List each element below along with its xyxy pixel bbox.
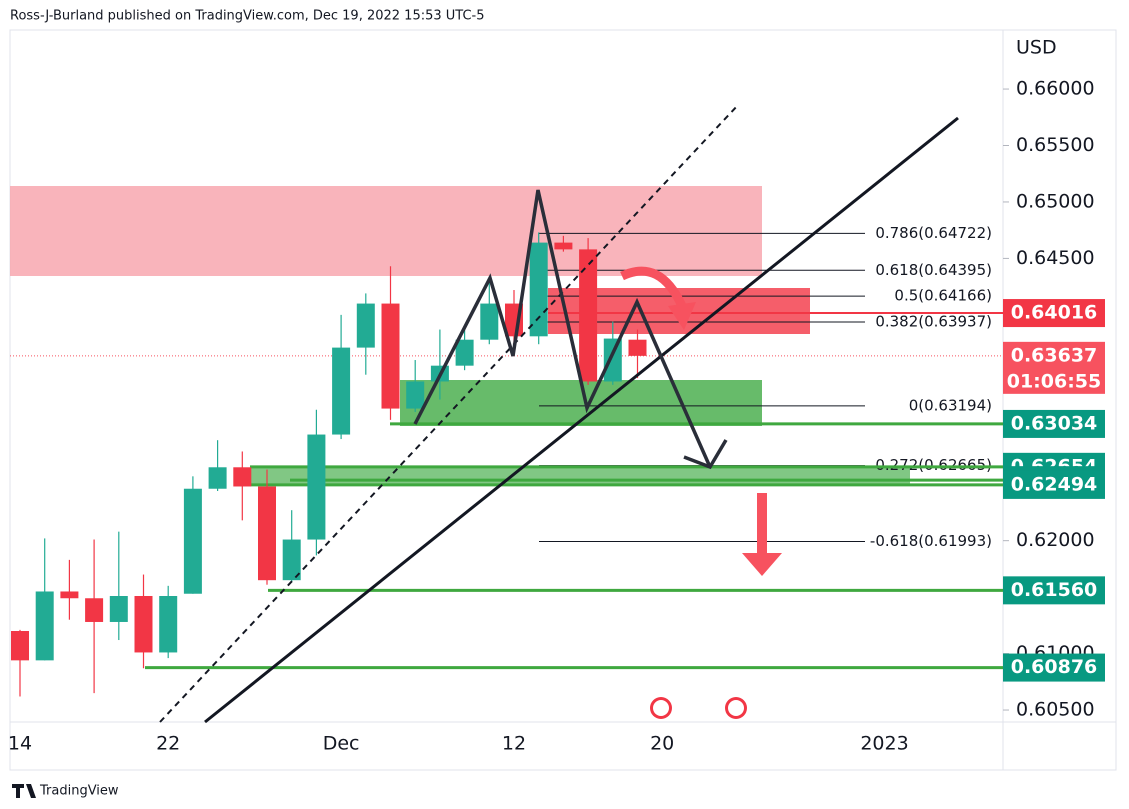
down-arrow xyxy=(757,493,767,553)
candle-body xyxy=(480,303,499,340)
candle-body xyxy=(381,303,400,409)
y-tick-label: 0.60500 xyxy=(1016,699,1095,721)
x-axis: 14 22 Dec 12 20 2023 xyxy=(8,733,909,755)
price-label: 0.62494 xyxy=(1011,473,1098,495)
header: Ross-J-Burland published on TradingView.… xyxy=(10,9,485,24)
channel-line xyxy=(159,104,739,723)
y-tick-label: 0.64500 xyxy=(1016,247,1095,269)
curved-arrow-head xyxy=(668,302,696,330)
candle-body xyxy=(282,539,301,581)
price-label-box xyxy=(1003,341,1105,394)
x-tick-label: 2023 xyxy=(860,733,908,755)
candle-body xyxy=(258,486,276,581)
price-label: 0.60876 xyxy=(1011,656,1098,678)
pattern-arrowhead xyxy=(683,439,728,470)
candle-body xyxy=(455,339,474,366)
fib-label: 0(0.63194) xyxy=(909,396,992,414)
down-arrow-head xyxy=(742,553,782,576)
currency: USD xyxy=(1016,37,1057,59)
fib-label: 0.5(0.64166) xyxy=(894,287,992,305)
x-tick-label: 12 xyxy=(502,733,526,755)
y-tick-label: 0.62000 xyxy=(1016,529,1095,551)
price-label-box xyxy=(1003,576,1105,605)
candle-body xyxy=(159,595,178,653)
candle-body xyxy=(60,591,79,599)
candle-body xyxy=(579,249,598,382)
candle-body xyxy=(356,303,375,348)
price-label: 0.61560 xyxy=(1011,579,1098,601)
y-tick-label: 0.66000 xyxy=(1016,78,1095,100)
candle-body xyxy=(307,434,326,540)
candle-body xyxy=(628,339,647,356)
levels: 0.786(0.64722) 0.618(0.64395) 0.5(0.64166)… xyxy=(10,224,1003,670)
candle-body xyxy=(208,467,227,489)
candles xyxy=(11,232,647,697)
candle-body xyxy=(183,488,202,594)
fib-label: 0.382(0.63937) xyxy=(875,312,992,330)
y-axis: 0.605000.610000.615000.620000.625000.630… xyxy=(1003,78,1095,721)
trend-line xyxy=(204,116,959,724)
chart-frame xyxy=(9,29,1117,771)
candle-body xyxy=(85,598,104,622)
x-tick-label: Dec xyxy=(323,733,360,755)
price-label-box xyxy=(1003,470,1105,499)
candle-body xyxy=(332,347,351,435)
x-tick-label: 14 xyxy=(8,733,32,755)
price-label: 0.64016 xyxy=(1011,302,1098,324)
y-tick-label: 0.65500 xyxy=(1016,134,1095,156)
curved-arrow xyxy=(620,266,687,308)
candle-body xyxy=(603,338,622,382)
fib-label: 0.272(0.62665) xyxy=(875,456,992,474)
fib-label: -0.618(0.61993) xyxy=(870,532,992,550)
price-label-box xyxy=(1003,653,1105,682)
fib-label: 0.618(0.64395) xyxy=(875,261,992,279)
x-tick-label: 20 xyxy=(650,733,674,755)
fib-label: 0.786(0.64722) xyxy=(875,224,992,242)
candle-body xyxy=(134,595,153,653)
candle-body xyxy=(554,242,573,250)
resistance-zone xyxy=(10,186,762,276)
price-labels: 0.640160.6363701:06:550.630340.626540.62… xyxy=(1003,299,1105,682)
pattern-zigzag xyxy=(413,189,712,468)
footer: TradingView xyxy=(39,784,119,799)
candle-body xyxy=(109,595,128,622)
event-flag-inner xyxy=(653,700,669,716)
price-label: 0.63034 xyxy=(1011,412,1098,434)
drawings xyxy=(159,104,959,724)
candle-body xyxy=(233,467,252,487)
candle-body xyxy=(406,381,425,409)
y-tick-label: 0.65000 xyxy=(1016,190,1095,212)
candle-body xyxy=(11,630,29,661)
x-tick-label: 22 xyxy=(156,733,180,755)
countdown: 01:06:55 xyxy=(1007,370,1102,392)
candle-body xyxy=(529,242,548,337)
event-flag-inner xyxy=(728,700,744,716)
price-label: 0.63637 xyxy=(1011,344,1098,366)
price-label-box xyxy=(1003,299,1105,328)
candle-body xyxy=(35,591,54,661)
tv-logo xyxy=(12,784,36,798)
price-label-box xyxy=(1003,409,1105,438)
